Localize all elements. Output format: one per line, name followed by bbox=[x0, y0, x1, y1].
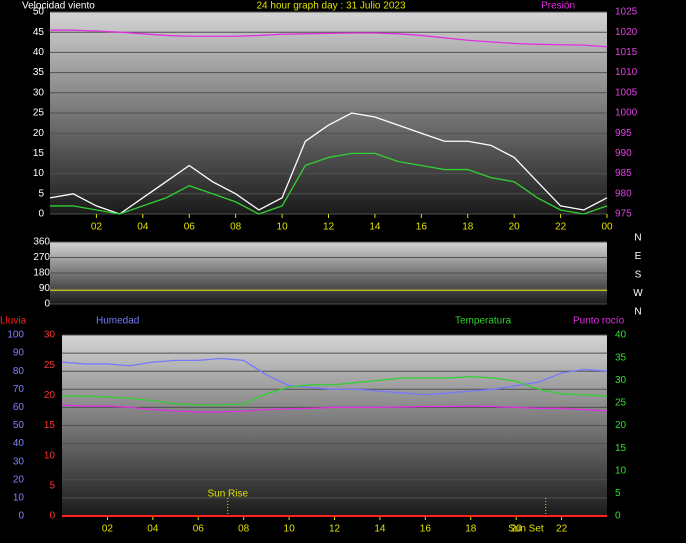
x-tick-label: 02 bbox=[102, 524, 114, 535]
x-tick-label: 08 bbox=[230, 222, 242, 233]
x-tick-label: 02 bbox=[91, 222, 103, 233]
x-tick-label: 04 bbox=[147, 524, 159, 535]
x-tick-label: 08 bbox=[238, 524, 250, 535]
y-tick-label: 360 bbox=[33, 237, 50, 248]
y-tick-label: 60 bbox=[13, 402, 25, 413]
legend-label: Punto rocío bbox=[573, 316, 625, 327]
y3-tick-label: 35 bbox=[615, 352, 627, 363]
y-tick-label: 20 bbox=[13, 474, 25, 485]
y2-tick-label: 1025 bbox=[615, 7, 638, 18]
y2-tick-label: E bbox=[635, 251, 642, 262]
y-tick-label: 100 bbox=[7, 330, 24, 341]
y-tick-label: 270 bbox=[33, 252, 50, 263]
x-tick-label: 14 bbox=[369, 222, 381, 233]
y2-tick-label: 1020 bbox=[615, 27, 638, 38]
y-tick-label: 45 bbox=[33, 27, 45, 38]
series-line bbox=[50, 29, 608, 48]
y2-tick-label: 1010 bbox=[615, 67, 638, 78]
legend-label: Lluvia bbox=[0, 316, 27, 327]
y3-tick-label: 25 bbox=[615, 398, 627, 409]
y-tick-label: 0 bbox=[18, 511, 24, 522]
y-tick-label: 50 bbox=[13, 420, 25, 431]
y-tick-label: 90 bbox=[39, 283, 51, 294]
y2-tick-label: 1015 bbox=[615, 47, 638, 58]
chart-title: 24 hour graph day : 31 Julio 2023 bbox=[257, 1, 406, 12]
annotation: Sun Rise bbox=[207, 489, 248, 500]
y-tick-label: 80 bbox=[13, 366, 25, 377]
x-tick-label: 20 bbox=[511, 524, 523, 535]
x-tick-label: 18 bbox=[462, 222, 474, 233]
x-tick-label: 00 bbox=[601, 222, 613, 233]
x-tick-label: 12 bbox=[329, 524, 341, 535]
x-tick-label: 04 bbox=[137, 222, 149, 233]
y2-tick-label: 1000 bbox=[615, 108, 638, 119]
y2-tick-label: 995 bbox=[615, 128, 632, 139]
x-tick-label: 14 bbox=[374, 524, 386, 535]
series-line bbox=[61, 404, 608, 413]
y2-tick-label: 10 bbox=[44, 450, 56, 461]
y3-tick-label: 5 bbox=[615, 488, 621, 499]
legend-label: Presión bbox=[541, 1, 575, 12]
annotation: Sun Set bbox=[508, 524, 544, 535]
y-tick-label: 50 bbox=[33, 7, 45, 18]
y-tick-label: 35 bbox=[33, 67, 45, 78]
y2-tick-label: 25 bbox=[44, 360, 56, 371]
y-tick-label: 0 bbox=[44, 299, 50, 310]
y3-tick-label: 30 bbox=[615, 375, 627, 386]
y-tick-label: 25 bbox=[33, 108, 45, 119]
legend-label: Temperatura bbox=[455, 316, 512, 327]
y2-tick-label: 5 bbox=[49, 480, 55, 491]
y3-tick-label: 40 bbox=[615, 330, 627, 341]
y-tick-label: 15 bbox=[33, 148, 45, 159]
series-line bbox=[61, 357, 608, 396]
series-line bbox=[62, 375, 608, 406]
legend-label: Velocidad viento bbox=[22, 1, 95, 12]
x-tick-label: 18 bbox=[465, 524, 477, 535]
y2-tick-label: S bbox=[635, 270, 642, 281]
x-tick-label: 12 bbox=[323, 222, 335, 233]
x-tick-label: 20 bbox=[509, 222, 521, 233]
x-tick-label: 06 bbox=[193, 524, 205, 535]
y3-tick-label: 10 bbox=[615, 465, 627, 476]
y2-tick-label: N bbox=[634, 233, 641, 244]
y3-tick-label: 15 bbox=[615, 443, 627, 454]
y2-tick-label: 0 bbox=[49, 511, 55, 522]
y-tick-label: 20 bbox=[33, 128, 45, 139]
x-tick-label: 22 bbox=[556, 524, 568, 535]
x-tick-label: 16 bbox=[420, 524, 432, 535]
y-tick-label: 30 bbox=[33, 87, 45, 98]
y-tick-label: 10 bbox=[33, 168, 45, 179]
y-tick-label: 90 bbox=[13, 348, 25, 359]
y2-tick-label: 20 bbox=[44, 390, 56, 401]
y-tick-label: 0 bbox=[38, 209, 44, 220]
series-line bbox=[50, 152, 608, 215]
series-line bbox=[49, 112, 608, 215]
y-tick-label: 5 bbox=[38, 188, 44, 199]
y-tick-label: 30 bbox=[13, 456, 25, 467]
y-tick-label: 40 bbox=[33, 47, 45, 58]
y2-tick-label: 990 bbox=[615, 148, 632, 159]
y2-tick-label: 985 bbox=[615, 168, 632, 179]
x-tick-label: 06 bbox=[184, 222, 196, 233]
y2-tick-label: W bbox=[633, 288, 643, 299]
y-tick-label: 180 bbox=[33, 268, 50, 279]
y2-tick-label: 980 bbox=[615, 188, 632, 199]
y2-tick-label: 1005 bbox=[615, 87, 638, 98]
x-tick-label: 22 bbox=[555, 222, 567, 233]
x-tick-label: 10 bbox=[277, 222, 289, 233]
legend-label: Humedad bbox=[96, 316, 139, 327]
x-tick-label: 16 bbox=[416, 222, 428, 233]
y2-tick-label: 15 bbox=[44, 420, 56, 431]
y-tick-label: 10 bbox=[13, 493, 25, 504]
y-tick-label: 40 bbox=[13, 438, 25, 449]
y3-tick-label: 0 bbox=[615, 511, 621, 522]
y2-tick-label: N bbox=[634, 307, 641, 318]
y3-tick-label: 20 bbox=[615, 420, 627, 431]
y-tick-label: 70 bbox=[13, 384, 25, 395]
y2-tick-label: 975 bbox=[615, 209, 632, 220]
x-tick-label: 10 bbox=[284, 524, 296, 535]
y2-tick-label: 30 bbox=[44, 330, 56, 341]
